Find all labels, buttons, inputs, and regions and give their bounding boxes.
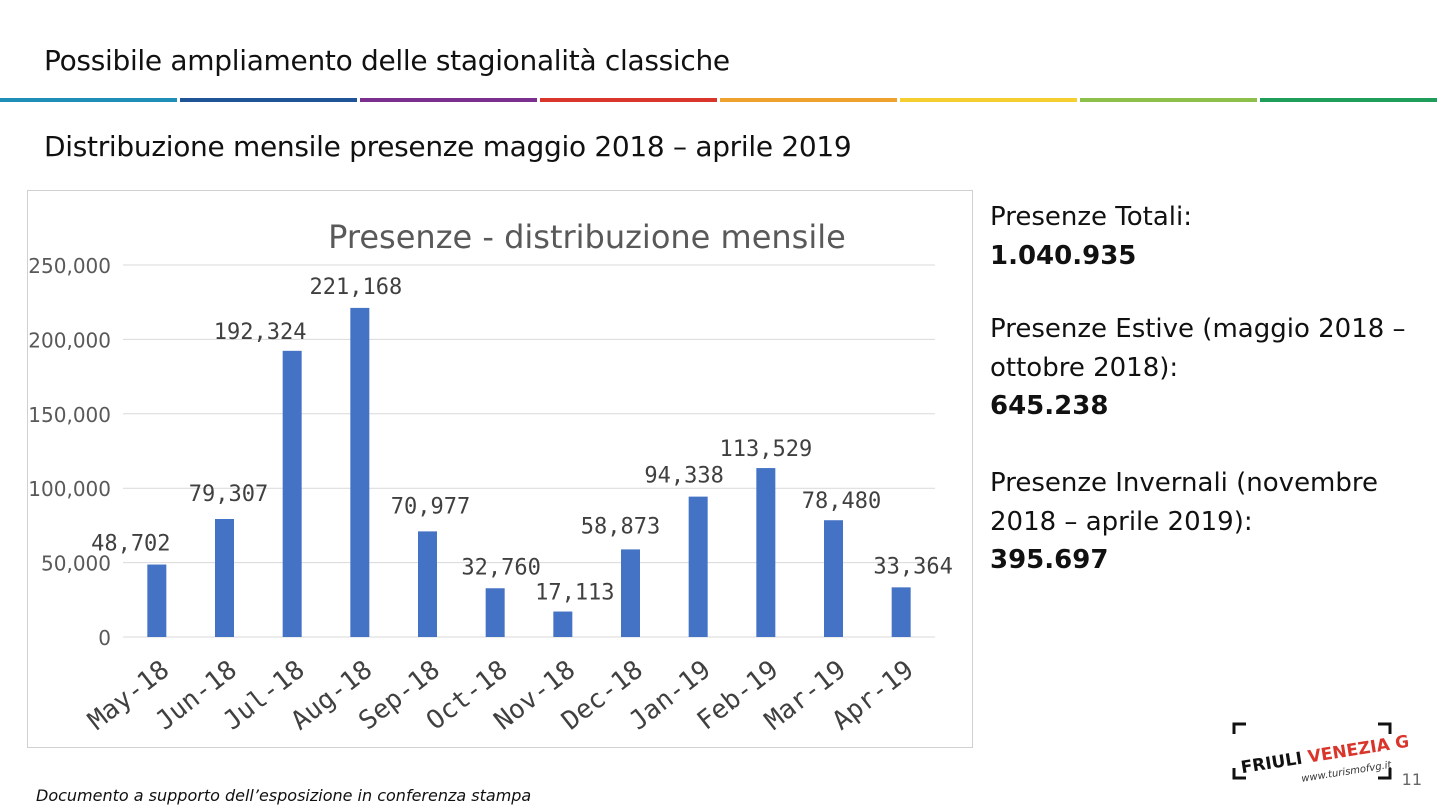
bar-dec-18: [621, 549, 640, 637]
value-label: 48,702: [91, 532, 170, 557]
value-label: 79,307: [189, 482, 268, 507]
bar-aug-18: [350, 307, 370, 637]
total-presence-block: Presenze Totali: 1.040.935: [990, 198, 1420, 275]
y-tick-label: 200,000: [28, 328, 111, 352]
logo-brand-part2: VENEZIA GIULIA: [1307, 724, 1408, 768]
value-label: 113,529: [719, 437, 812, 462]
value-label: 58,873: [581, 514, 660, 539]
y-tick-label: 150,000: [28, 403, 111, 427]
value-label: 78,480: [802, 489, 881, 514]
value-label: 70,977: [391, 494, 470, 519]
rule-segment: [360, 98, 537, 102]
fvg-logo: FRIULI VENEZIA GIULIA www.turismofvg.it: [1232, 722, 1408, 785]
total-presence-label: Presenze Totali:: [990, 202, 1192, 232]
bar-may-18: [147, 564, 167, 637]
rule-segment: [720, 98, 897, 102]
rule-segment: [1080, 98, 1257, 102]
slide-title: Possibile ampliamento delle stagionalità…: [44, 44, 730, 77]
rule-segment: [540, 98, 717, 102]
bar-jan-19: [688, 496, 708, 637]
bar-mar-19: [824, 520, 843, 637]
y-tick-label: 0: [98, 626, 111, 650]
rule-segment: [900, 98, 1077, 102]
rule-segment: [180, 98, 357, 102]
bar-oct-18: [485, 588, 505, 637]
value-label: 94,338: [644, 464, 723, 489]
bar-nov-18: [553, 611, 573, 637]
summer-presence-value: 645.238: [990, 391, 1109, 421]
value-label: 32,760: [461, 555, 540, 580]
bar-chart: Presenze - distribuzione mensile 0 50,000…: [28, 218, 953, 736]
value-label: 17,113: [535, 581, 614, 606]
slide-subtitle: Distribuzione mensile presenze maggio 20…: [44, 130, 852, 163]
chart-frame: [27, 190, 973, 748]
chart-title: Presenze - distribuzione mensile: [328, 218, 846, 256]
footer-note: Documento a supporto dell’esposizione in…: [36, 786, 532, 805]
rule-segment: [1260, 98, 1437, 102]
y-tick-label: 50,000: [41, 552, 111, 576]
bar-sep-18: [418, 531, 437, 637]
y-tick-label: 250,000: [28, 254, 111, 278]
bar-apr-19: [891, 587, 911, 637]
summer-presence-label: Presenze Estive (maggio 2018 – ottobre 2…: [990, 314, 1406, 383]
winter-presence-value: 395.697: [990, 545, 1109, 575]
value-label: 221,168: [309, 275, 402, 300]
rule-segment: [0, 98, 177, 102]
value-label: 192,324: [214, 320, 307, 345]
bar-jul-18: [282, 350, 302, 637]
total-presence-value: 1.040.935: [990, 240, 1137, 271]
logo-brand-part1: FRIULI: [1239, 748, 1309, 778]
bar-jun-18: [215, 518, 234, 637]
bar-feb-19: [756, 468, 776, 637]
y-tick-label: 100,000: [28, 477, 111, 501]
logo-bracket-icon: [1232, 722, 1392, 780]
value-label: 33,364: [873, 554, 952, 579]
summer-presence-block: Presenze Estive (maggio 2018 – ottobre 2…: [990, 310, 1420, 426]
winter-presence-block: Presenze Invernali (novembre 2018 – apri…: [990, 464, 1420, 580]
winter-presence-label: Presenze Invernali (novembre 2018 – apri…: [990, 468, 1379, 537]
page-number: 11: [1401, 770, 1422, 789]
